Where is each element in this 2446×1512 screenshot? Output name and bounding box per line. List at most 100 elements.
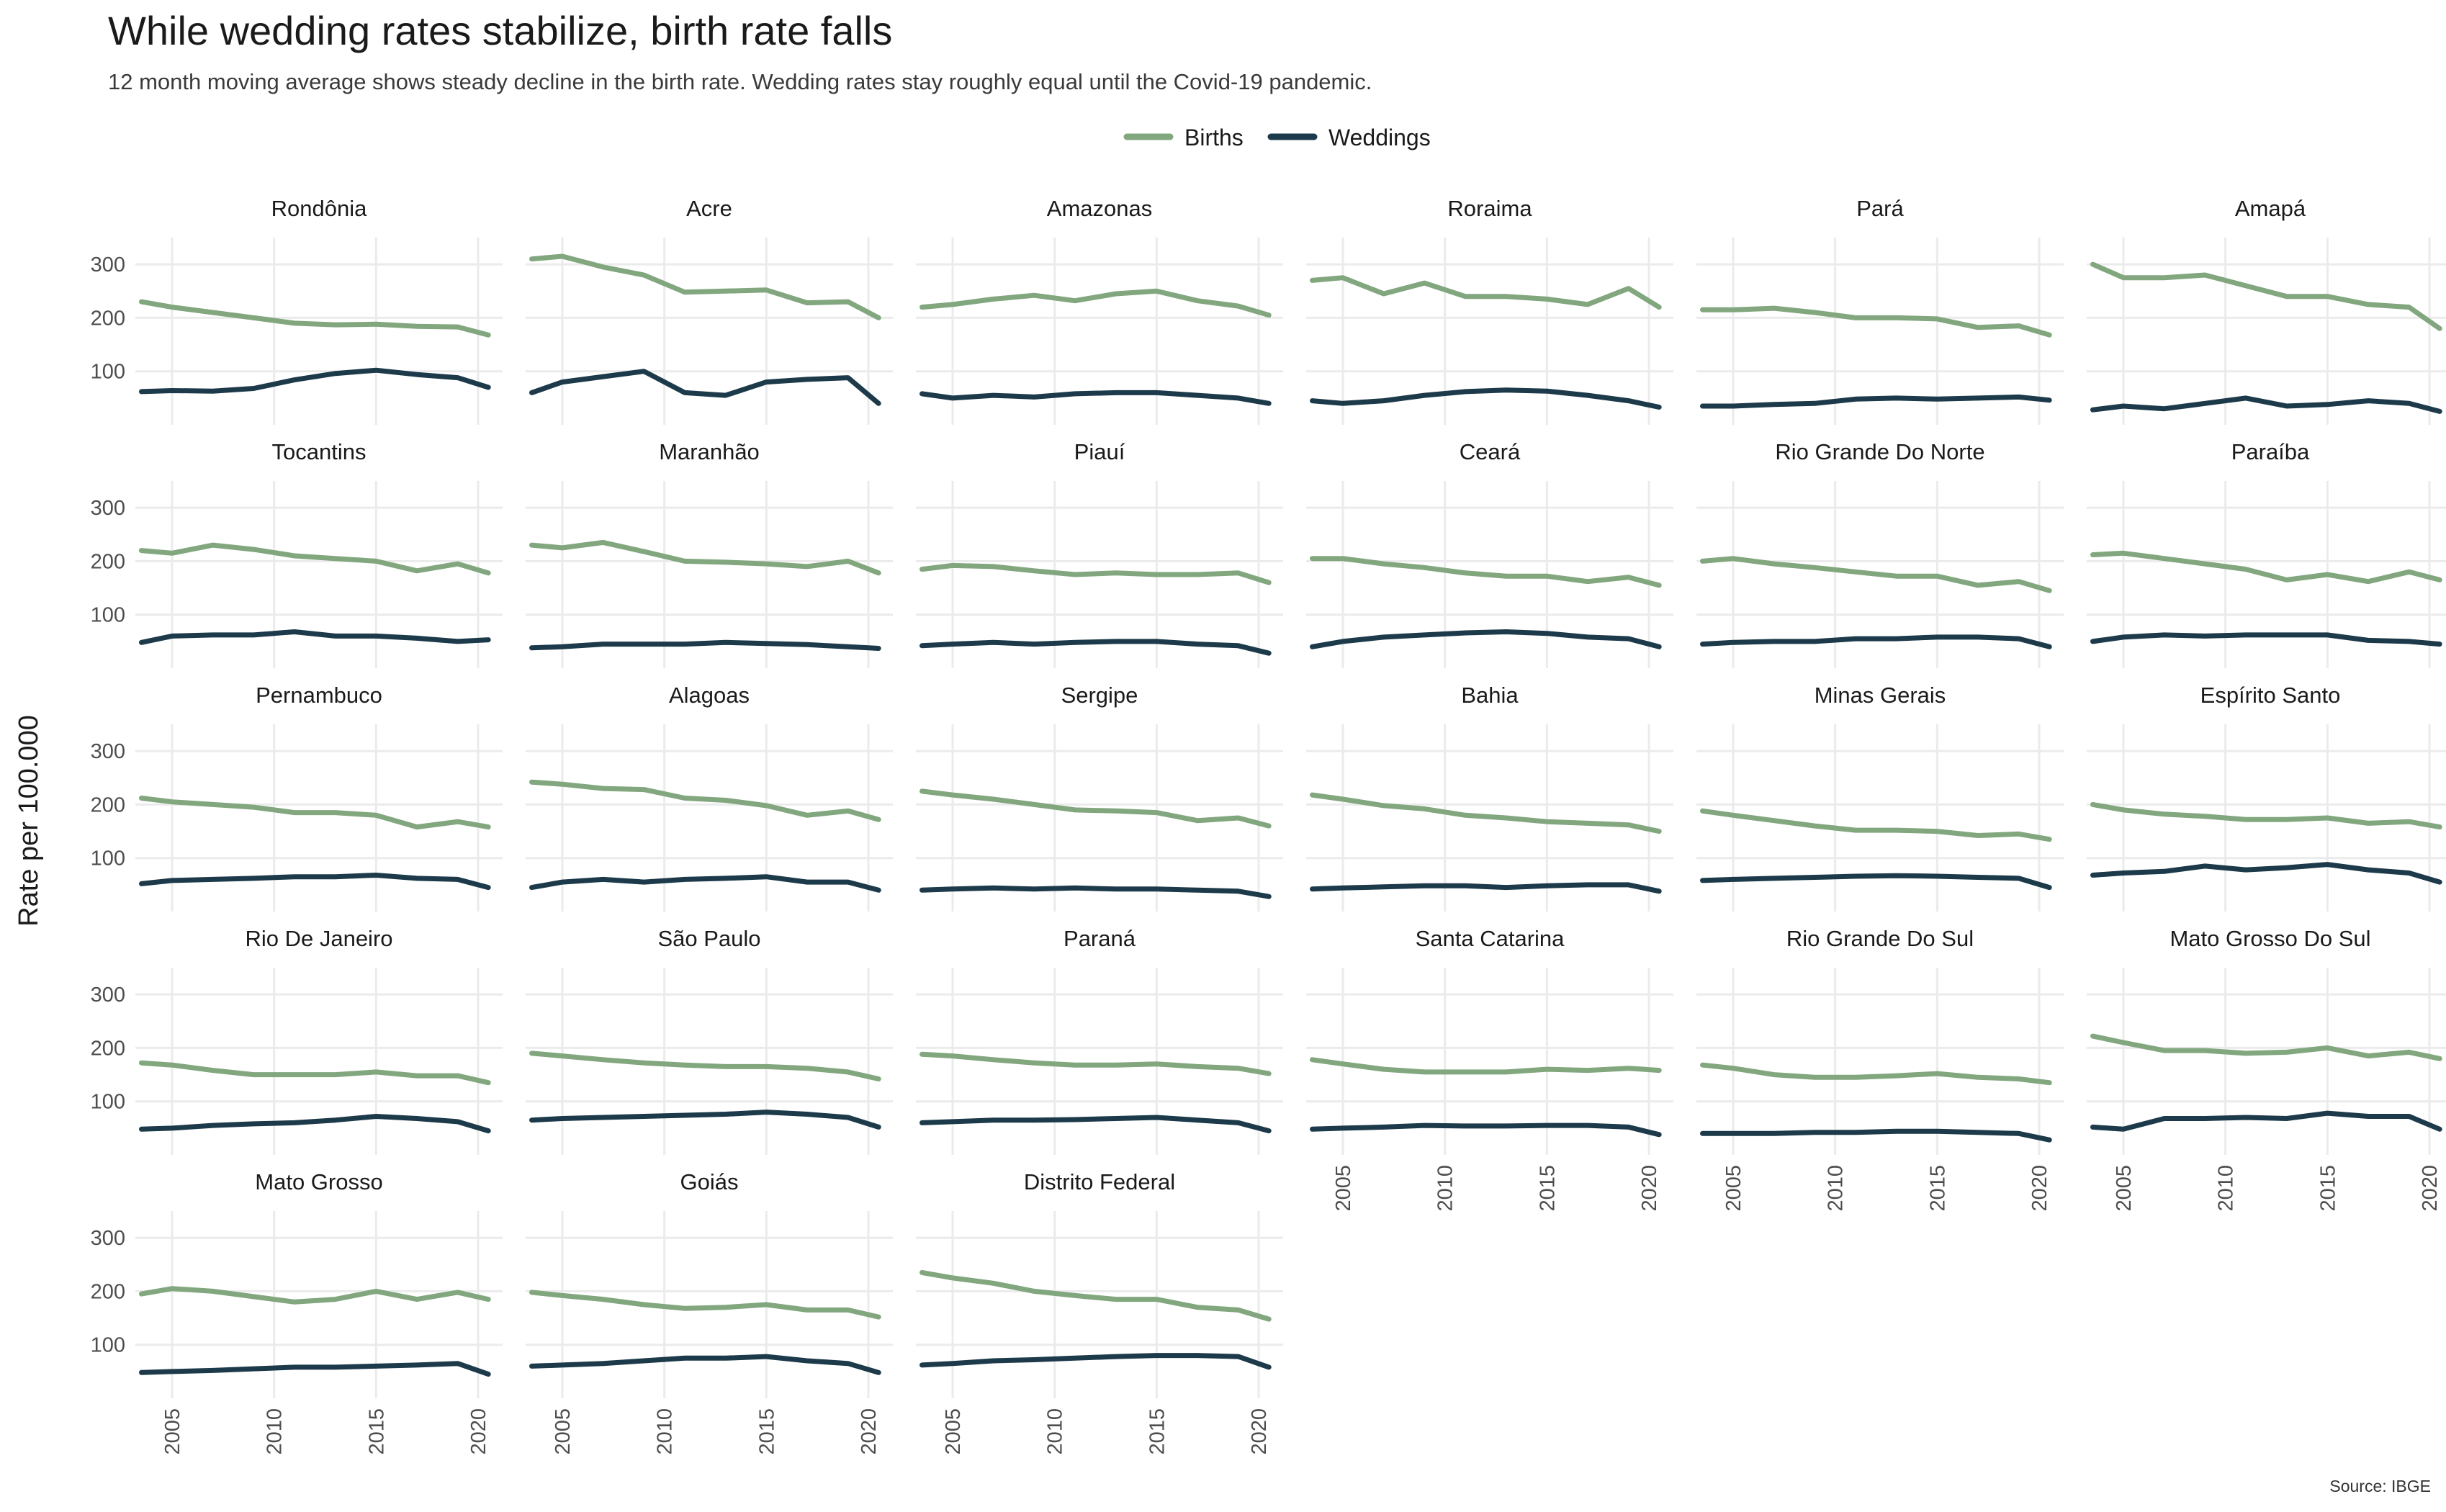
panel-piaui: Piauí — [916, 439, 1283, 668]
series-births — [1310, 556, 1662, 588]
x-tick-label: 2020 — [1248, 1408, 1271, 1455]
panel-amapa: Amapá — [2087, 196, 2446, 425]
panel-bahia: Bahia — [1306, 683, 1673, 912]
y-tick-label: 200 — [91, 793, 125, 816]
panel-parana: Paraná — [916, 926, 1283, 1155]
y-tick-label: 200 — [91, 307, 125, 330]
series-births — [2090, 550, 2442, 585]
y-tick-label: 100 — [91, 1091, 125, 1114]
panel-paraiba: Paraíba — [2087, 439, 2446, 668]
series-weddings — [2090, 632, 2442, 647]
series-births — [139, 1286, 491, 1305]
series-births — [2090, 261, 2442, 331]
panel-mato-grosso-do-sul: Mato Grosso Do Sul 2005 2010 2015 2020 — [2087, 926, 2446, 1212]
panel-title: Acre — [686, 196, 732, 221]
series-weddings — [1700, 394, 2052, 409]
panel-title: Paraná — [1064, 926, 1136, 951]
series-weddings — [1700, 634, 2052, 649]
series-weddings — [1700, 1128, 2052, 1143]
y-tick-label: 300 — [91, 1227, 125, 1250]
panel-rio-de-janeiro: Rio De Janeiro 100 200 300 — [91, 926, 503, 1155]
y-tick-label: 200 — [91, 1280, 125, 1303]
chart-subtitle: 12 month moving average shows steady dec… — [108, 69, 1372, 94]
series-weddings — [920, 885, 1272, 899]
panel-para: Pará — [1696, 196, 2064, 425]
series-births — [2090, 801, 2442, 830]
panel-title: Pernambuco — [256, 683, 382, 708]
panel-santa-catarina: Santa Catarina 2005 2010 2015 2020 — [1306, 926, 1673, 1212]
x-tick-label: 2020 — [1638, 1165, 1661, 1212]
panel-rio-grande-do-norte: Rio Grande Do Norte — [1696, 439, 2064, 668]
series-weddings — [529, 1110, 881, 1130]
panel-pernambuco: Pernambuco 100 200 300 — [91, 683, 503, 912]
x-tick-label: 2020 — [467, 1408, 490, 1455]
x-tick-label: 2010 — [1044, 1408, 1067, 1455]
x-tick-label: 2005 — [1722, 1165, 1745, 1212]
x-tick-label: 2005 — [942, 1408, 965, 1455]
series-weddings — [2090, 395, 2442, 414]
y-tick-label: 100 — [91, 361, 125, 384]
series-weddings — [139, 873, 491, 891]
x-tick-label: 2010 — [2215, 1165, 2238, 1212]
x-tick-label: 2015 — [365, 1408, 388, 1455]
legend: Births Weddings — [1123, 125, 1431, 150]
x-tick-label: 2010 — [264, 1408, 287, 1455]
series-weddings — [139, 629, 491, 645]
panel-title: Mato Grosso Do Sul — [2170, 926, 2370, 951]
series-births — [529, 779, 881, 822]
panel-title: Espírito Santo — [2200, 683, 2341, 708]
panel-alagoas: Alagoas — [526, 683, 893, 912]
series-births — [920, 288, 1272, 318]
series-births — [529, 539, 881, 576]
series-births — [920, 788, 1272, 829]
panel-title: Rio Grande Do Norte — [1775, 439, 1984, 464]
series-births — [529, 1290, 881, 1320]
panel-title: Rio De Janeiro — [245, 926, 392, 951]
panel-title: Maranhão — [659, 439, 760, 464]
series-births — [920, 562, 1272, 585]
y-tick-label: 200 — [91, 550, 125, 573]
caption: Source: IBGE — [2329, 1477, 2431, 1495]
panel-title: São Paulo — [657, 926, 760, 951]
panel-title: Piauí — [1074, 439, 1125, 464]
series-weddings — [920, 1115, 1272, 1134]
panel-distrito-federal: Distrito Federal 2005 2010 2015 2020 — [916, 1169, 1283, 1455]
series-births — [1700, 1062, 2052, 1086]
series-weddings — [529, 639, 881, 651]
x-tick-label: 2010 — [654, 1408, 677, 1455]
x-tick-label: 2015 — [1146, 1408, 1169, 1455]
series-weddings — [1310, 1122, 1662, 1138]
series-births — [139, 299, 491, 338]
panel-title: Rondônia — [271, 196, 367, 221]
legend-label-births: Births — [1184, 125, 1244, 150]
panel-title: Minas Gerais — [1815, 683, 1946, 708]
panel-ceara: Ceará — [1306, 439, 1673, 668]
x-tick-label: 2020 — [858, 1408, 881, 1455]
panel-espirito-santo: Espírito Santo — [2087, 683, 2446, 912]
panel-title: Ceará — [1460, 439, 1521, 464]
panel-title: Pará — [1856, 196, 1904, 221]
series-births — [920, 1051, 1272, 1076]
panel-sao-paulo: São Paulo — [526, 926, 893, 1155]
x-tick-label: 2010 — [1825, 1165, 1848, 1212]
series-births — [529, 1050, 881, 1081]
panel-title: Tocantins — [272, 439, 367, 464]
series-weddings — [1700, 873, 2052, 891]
panel-minas-gerais: Minas Gerais — [1696, 683, 2064, 912]
series-weddings — [529, 1354, 881, 1375]
y-tick-label: 200 — [91, 1037, 125, 1060]
x-tick-label: 2005 — [2113, 1165, 2136, 1212]
chart-title: While wedding rates stabilize, birth rat… — [108, 8, 892, 53]
x-tick-label: 2015 — [755, 1408, 778, 1455]
x-tick-label: 2005 — [552, 1408, 575, 1455]
panel-sergipe: Sergipe — [916, 683, 1283, 912]
series-weddings — [1310, 387, 1662, 410]
x-tick-label: 2020 — [2028, 1165, 2051, 1212]
panel-mato-grosso: Mato Grosso 100 200 300 2005 2010 2015 2020 — [91, 1169, 503, 1455]
series-weddings — [529, 874, 881, 893]
series-births — [1700, 305, 2052, 338]
panel-title: Alagoas — [669, 683, 750, 708]
panel-title: Paraíba — [2231, 439, 2310, 464]
series-births — [1700, 556, 2052, 593]
